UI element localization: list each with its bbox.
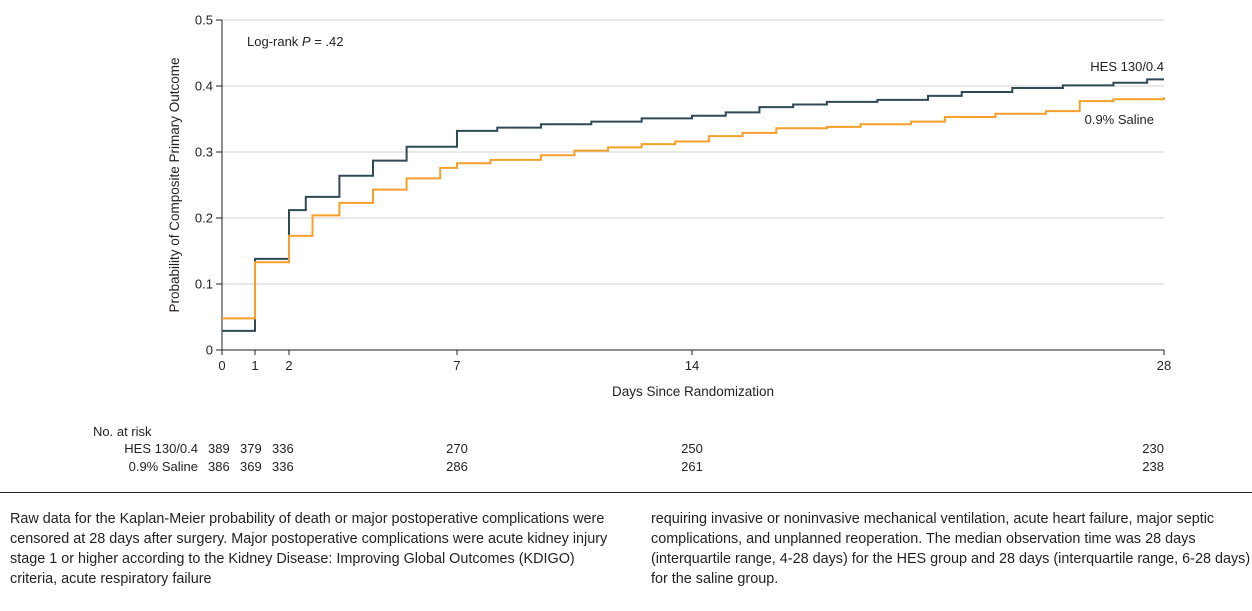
series-labels: HES 130/0.4 0.9% Saline: [1085, 59, 1164, 127]
x-tick-label: 7: [453, 358, 460, 373]
risk-value: 230: [1142, 441, 1164, 456]
annotation-suffix: = .42: [311, 34, 344, 49]
series-line-saline: [222, 97, 1165, 320]
caption-right-column: requiring invasive or noninvasive mechan…: [651, 511, 1251, 587]
annotation-prefix: Log-rank: [247, 34, 302, 49]
annotation-p: P: [302, 34, 311, 49]
risk-value: 270: [446, 441, 468, 456]
figure-caption: Raw data for the Kaplan-Meier probabilit…: [0, 492, 1252, 587]
risk-table-title: No. at risk: [93, 424, 152, 439]
series-label-hes: HES 130/0.4: [1090, 59, 1164, 74]
risk-table: No. at risk HES 130/0.4 389 379 336 270 250 230…: [93, 424, 1164, 474]
risk-value: 250: [681, 441, 703, 456]
x-tick-label: 1: [251, 358, 258, 373]
risk-value: 336: [272, 441, 294, 456]
caption-left-column: Raw data for the Kaplan-Meier probabilit…: [10, 511, 608, 587]
y-tick-label: 0.5: [195, 13, 213, 28]
x-tick-label: 0: [218, 358, 225, 373]
risk-value: 389: [208, 441, 230, 456]
y-tick-label: 0.3: [195, 145, 213, 160]
gridlines: [222, 19, 1164, 285]
risk-value: 379: [240, 441, 262, 456]
risk-value: 286: [446, 459, 468, 474]
series-lines: [222, 78, 1165, 332]
x-axis-title: Days Since Randomization: [612, 384, 774, 399]
risk-value: 386: [208, 459, 230, 474]
series-label-saline: 0.9% Saline: [1085, 112, 1154, 127]
x-tick-label: 2: [285, 358, 292, 373]
series-line-hes: [222, 78, 1164, 332]
y-tick-label: 0: [206, 343, 213, 358]
risk-value: 336: [272, 459, 294, 474]
risk-row-label: HES 130/0.4: [124, 441, 198, 456]
kaplan-meier-chart: 0 0.1 0.2 0.3 0.4 0.5 0 1 2 7 14 28 HES 130/0.4 0.9%…: [93, 13, 1171, 475]
y-tick-label: 0.4: [195, 79, 213, 94]
x-tick-label: 28: [1157, 358, 1171, 373]
axes: 0 0.1 0.2 0.3 0.4 0.5 0 1 2 7 14 28: [195, 13, 1171, 374]
x-tick-label: 14: [685, 358, 699, 373]
risk-value: 238: [1142, 459, 1164, 474]
risk-value: 261: [681, 459, 703, 474]
risk-row-label: 0.9% Saline: [129, 459, 198, 474]
y-axis-title: Probability of Composite Primary Outcome: [167, 57, 182, 312]
y-tick-label: 0.2: [195, 211, 213, 226]
y-tick-label: 0.1: [195, 277, 213, 292]
annotation-log-rank: Log-rank P = .42: [247, 34, 343, 49]
risk-value: 369: [240, 459, 262, 474]
